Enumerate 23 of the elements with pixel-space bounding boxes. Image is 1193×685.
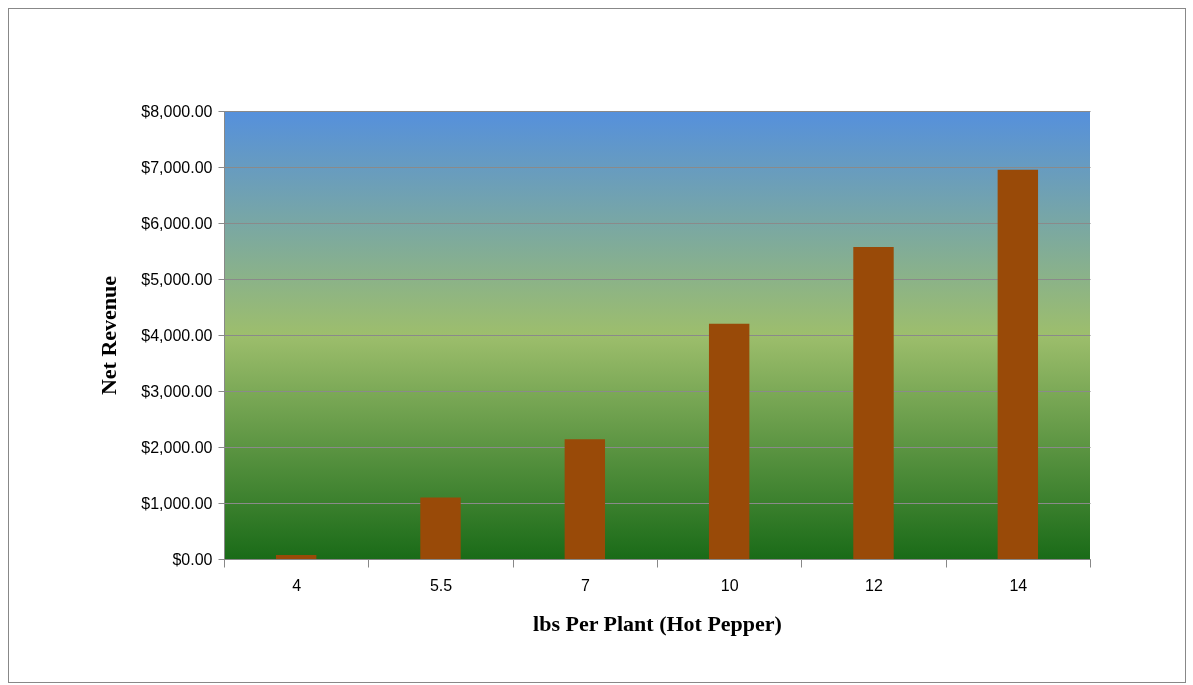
- bar: [275, 555, 317, 559]
- y-tick-label: $7,000.00: [141, 158, 213, 176]
- y-tick-label: $1,000.00: [141, 494, 213, 512]
- bar: [420, 497, 461, 559]
- y-axis-title: Net Revenue: [96, 275, 122, 396]
- x-tick-label: 4: [292, 576, 302, 594]
- bar: [853, 247, 894, 559]
- x-tick-label: 12: [865, 576, 883, 594]
- y-tick-label: $8,000.00: [141, 102, 213, 120]
- bar: [997, 169, 1039, 559]
- y-tick-label: $5,000.00: [141, 270, 213, 288]
- x-tick-label: 10: [720, 576, 739, 594]
- y-tick-label: $3,000.00: [141, 382, 213, 400]
- y-tick-label: $2,000.00: [141, 438, 213, 456]
- y-tick-label: $4,000.00: [141, 326, 213, 344]
- x-tick-label: 5.5: [429, 576, 453, 594]
- bar: [708, 323, 750, 559]
- y-tick-label: $0.00: [172, 550, 213, 568]
- y-tick-label: $6,000.00: [141, 214, 213, 232]
- x-tick-label: 14: [1009, 576, 1028, 594]
- bar: [564, 439, 606, 559]
- x-tick-label: 7: [580, 576, 590, 594]
- x-axis-title: lbs Per Plant (Hot Pepper): [533, 610, 782, 636]
